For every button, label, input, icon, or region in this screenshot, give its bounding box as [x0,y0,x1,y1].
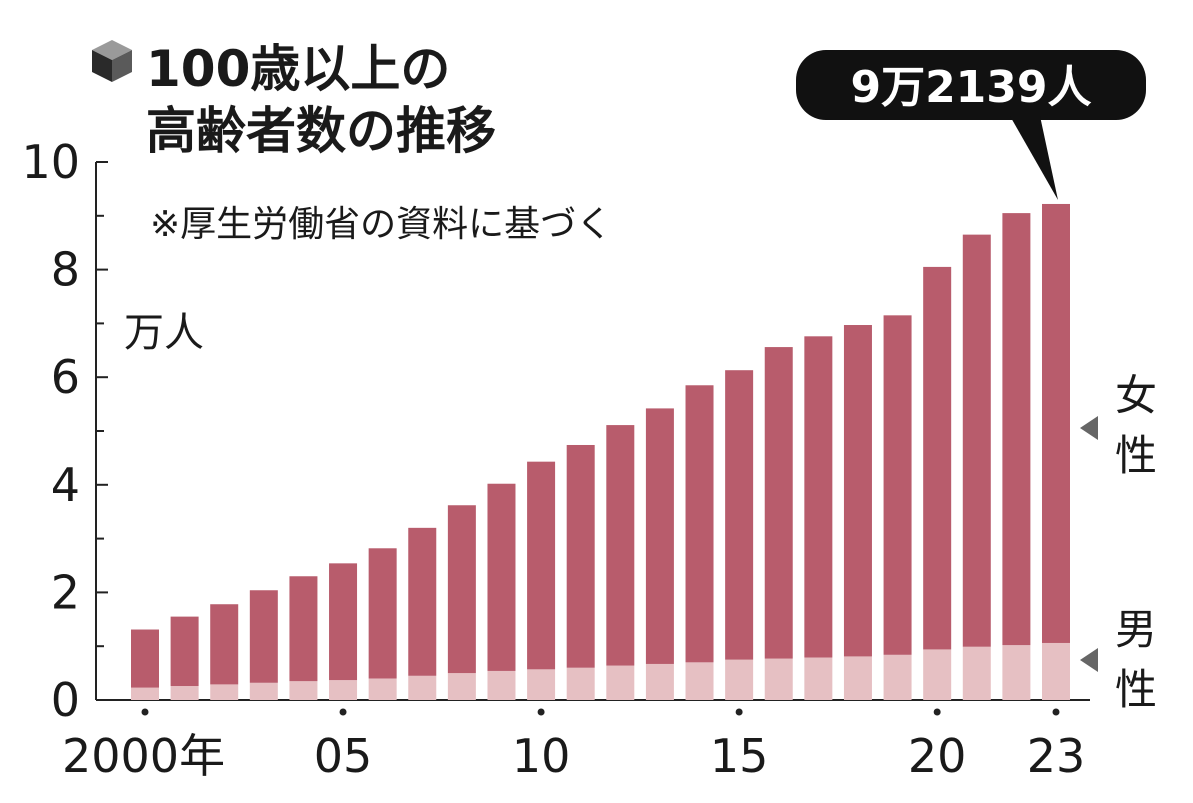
bar-male-2002 [210,684,239,700]
y-tick-label: 0 [51,673,80,727]
legend-male-marker [1080,648,1098,672]
x-tick-dot [537,708,545,716]
total-callout: 9万2139人 [796,50,1146,200]
bar-female-2010 [527,461,556,670]
bar-male-2012 [606,665,635,700]
bar-female-2022 [1002,213,1031,646]
x-tick-dot [339,708,347,716]
bar-female-2021 [962,234,991,647]
legend-female-char1: 女 [1115,371,1157,420]
title-icon-group [92,40,132,82]
y-unit-label: 万人 [124,310,204,356]
bar-female-2012 [606,425,635,666]
bar-female-2011 [566,444,595,668]
callout-pointer [1010,116,1058,200]
bar-male-2013 [645,663,674,700]
bar-male-2011 [566,667,595,700]
x-tick-dot [141,708,149,716]
bar-male-2014 [685,662,714,700]
x-axis-ticks: 2000年 05 10 15 20 23 [62,708,1086,783]
callout-label: 9万2139人 [850,62,1091,113]
bar-female-2000 [131,629,159,688]
x-tick-dot [735,708,743,716]
bar-female-2006 [368,548,397,679]
bar-male-2018 [843,656,872,700]
bar-male-2006 [368,678,397,700]
x-tick-label: 15 [710,729,769,783]
bar-male-2004 [289,681,318,700]
x-tick-label: 10 [512,729,571,783]
bar-female-2003 [249,590,278,683]
bar-female-2009 [487,483,516,671]
x-tick-label: 2000年 [62,729,225,783]
x-tick-label: 05 [314,729,373,783]
bar-male-2005 [329,680,358,700]
legend-female-marker [1080,416,1098,440]
bar-male-2010 [527,669,556,700]
legend-male: 男 性 [1080,605,1157,714]
bar-female-2005 [329,563,358,681]
legend-male-char1: 男 [1115,605,1157,654]
y-tick-label: 2 [51,565,80,619]
bar-female-2017 [804,336,833,658]
bar-male-2003 [249,682,278,700]
bar-female-2015 [725,370,754,660]
chart-title-line1: 100歳以上の [146,40,450,98]
legend-female-char2: 性 [1115,431,1157,480]
y-tick-label: 8 [51,243,80,297]
bar-female-2023 [1042,203,1070,643]
bar-female-2018 [843,325,872,657]
y-tick-label: 10 [21,135,80,189]
y-tick-label: 4 [51,458,80,512]
bar-male-2019 [883,654,912,700]
bar-female-2020 [923,266,952,650]
bar-male-2023 [1042,642,1070,700]
bar-male-2000 [131,687,159,700]
bar-male-2008 [447,673,476,700]
bars-group [131,203,1070,700]
callout-bubble [796,50,1146,120]
x-tick-dot [933,708,941,716]
bar-female-2014 [685,385,714,663]
source-note: ※厚生労働省の資料に基づく [150,204,612,245]
bar-male-2016 [764,658,793,700]
y-tick-label: 6 [51,350,80,404]
bar-female-2002 [210,604,239,685]
bar-female-2001 [170,616,199,687]
x-tick-dot [1052,708,1060,716]
x-tick-label: 20 [908,729,967,783]
bar-male-2001 [170,686,199,700]
bar-male-2009 [487,670,516,700]
legend-female: 女 性 [1080,371,1157,480]
bar-female-2008 [447,505,476,674]
bar-male-2015 [725,659,754,700]
cube-icon [92,40,132,82]
bar-female-2016 [764,347,793,659]
bar-male-2007 [408,675,437,700]
bar-female-2013 [645,408,674,664]
bar-male-2022 [1002,645,1031,700]
bar-female-2019 [883,315,912,655]
bar-male-2020 [923,649,952,700]
bar-male-2021 [962,646,991,700]
bar-male-2017 [804,657,833,700]
chart-title-line2: 高齢者数の推移 [146,102,496,160]
bar-female-2007 [408,527,437,676]
y-axis-ticks: 0 2 4 6 8 10 [21,135,108,727]
bar-female-2004 [289,576,318,682]
x-tick-label: 23 [1027,729,1086,783]
legend-male-char2: 性 [1115,665,1157,714]
